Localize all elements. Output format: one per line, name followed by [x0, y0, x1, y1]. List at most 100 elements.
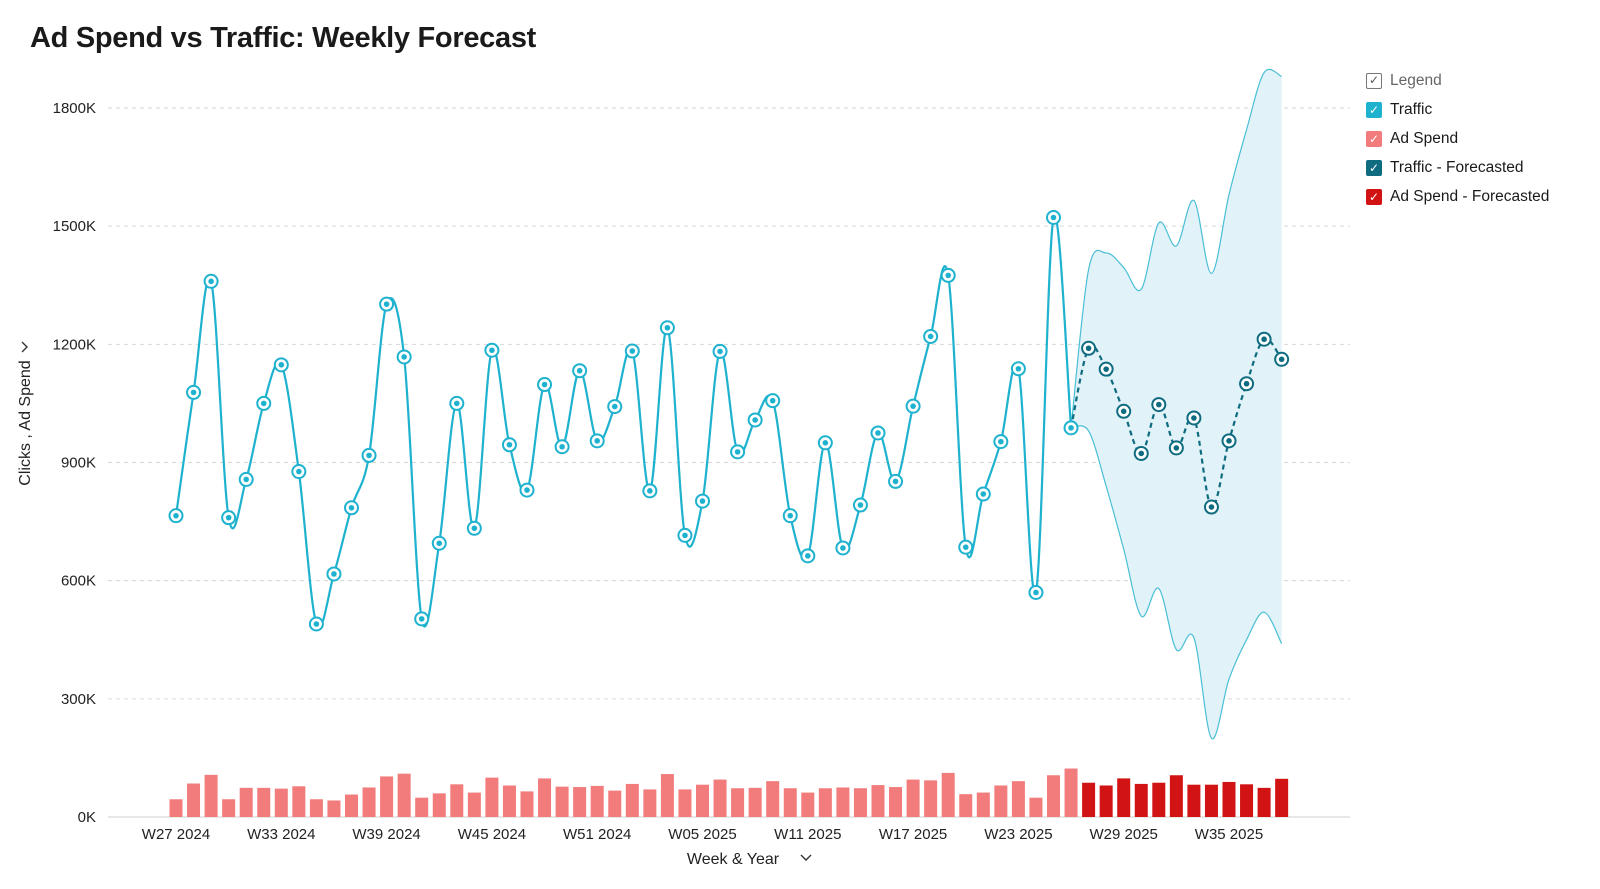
ad-spend-bar	[257, 787, 271, 817]
checkbox-icon[interactable]: ✓	[1366, 159, 1382, 176]
traffic-forecast-point-dot	[1103, 366, 1109, 372]
checkbox-icon[interactable]: ✓	[1366, 188, 1382, 205]
traffic-point-dot	[664, 324, 671, 331]
ad-spend-bar	[853, 788, 867, 817]
traffic-point-dot	[1050, 214, 1057, 221]
ad-spend-bar	[362, 787, 376, 817]
traffic-point-dot	[559, 443, 565, 450]
ad-spend-bar	[871, 785, 885, 817]
y-tick-label: 300K	[61, 691, 96, 708]
x-axis-title-chevron-icon[interactable]	[800, 854, 812, 861]
ad-spend-bar	[1064, 768, 1078, 817]
x-tick-label: W51 2024	[563, 826, 631, 843]
y-axis-title-chevron-icon[interactable]	[21, 341, 28, 353]
ad-spend-bar	[292, 786, 306, 817]
ad-spend-bar	[169, 799, 183, 817]
ad-spend-bar	[941, 772, 955, 817]
ad-spend-bar	[555, 786, 569, 817]
traffic-point-dot	[629, 348, 636, 354]
traffic-point-dot	[857, 502, 864, 508]
traffic-point-dot	[875, 430, 881, 436]
traffic-point-dot	[225, 514, 232, 521]
ad-spend-bar	[801, 792, 815, 817]
traffic-point-dot	[454, 400, 460, 407]
ad-spend-bar	[204, 774, 218, 817]
ad-spend-bar	[345, 794, 358, 817]
ad-spend-bar	[924, 780, 938, 817]
traffic-point-dot	[927, 333, 934, 340]
checkbox-icon[interactable]: ✓	[1366, 130, 1382, 147]
traffic-point-dot	[699, 498, 706, 504]
y-tick-label: 900K	[61, 455, 96, 472]
ad-spend-forecast-bar	[1204, 784, 1218, 817]
checkbox-icon[interactable]: ✓	[1366, 101, 1382, 118]
traffic-point-dot	[717, 348, 723, 355]
ad-spend-bar	[959, 794, 973, 817]
legend-item-ad-spend-forecasted[interactable]: ✓ Ad Spend - Forecasted	[1366, 182, 1549, 211]
traffic-point-dot	[506, 441, 513, 448]
ad-spend-forecast-bar	[1082, 782, 1096, 817]
ad-spend-bar	[731, 788, 745, 817]
traffic-forecast-point-dot	[1278, 356, 1285, 363]
traffic-point-dot	[998, 438, 1004, 445]
traffic-point-dot	[278, 362, 285, 368]
traffic-point-dot	[980, 491, 987, 497]
ad-spend-bar	[1047, 775, 1060, 817]
ad-spend-forecast-bar	[1257, 787, 1271, 817]
y-axis-title[interactable]: Clicks , Ad Spend	[17, 360, 34, 485]
traffic-point-dot	[1068, 425, 1074, 431]
ad-spend-forecast-bar	[1117, 778, 1131, 817]
traffic-point-dot	[401, 354, 407, 360]
traffic-point-dot	[436, 540, 443, 547]
ad-spend-forecast-bar	[1275, 778, 1289, 817]
x-axis: W27 2024 W33 2024 W39 2024 W45 2024 W51 2024…	[142, 826, 1263, 843]
forecast-lower-bound	[1070, 425, 1283, 740]
ad-spend-bar	[502, 785, 516, 817]
chart-title: Ad Spend vs Traffic: Weekly Forecast	[30, 22, 537, 54]
y-axis: 0K 300K 600K 900K 1200K 1500K 1800K	[53, 100, 96, 826]
traffic-forecast-point-dot	[1261, 336, 1267, 343]
ad-spend-bar	[450, 784, 464, 817]
traffic-point-dot	[805, 553, 811, 559]
legend-item-traffic-forecasted[interactable]: ✓ Traffic - Forecasted	[1366, 153, 1549, 182]
traffic-point-dot	[769, 397, 776, 404]
traffic-point-dot	[471, 525, 478, 532]
traffic-point-dot	[822, 440, 829, 446]
traffic-point-dot	[296, 468, 302, 475]
traffic-point-dot	[576, 367, 583, 374]
x-tick-label: W33 2024	[247, 826, 315, 843]
forecast-confidence-area	[1071, 69, 1282, 739]
legend-toggle[interactable]: ✓ Legend	[1366, 66, 1549, 95]
ad-spend-bar	[590, 785, 604, 817]
traffic-point-dot	[260, 400, 267, 407]
traffic-point-dot	[787, 512, 794, 519]
legend-label: Traffic	[1390, 100, 1433, 118]
ad-spend-bar	[660, 774, 674, 817]
traffic-point-dot	[1015, 365, 1022, 372]
legend-item-ad-spend[interactable]: ✓ Ad Spend	[1366, 124, 1549, 153]
legend-label: Traffic - Forecasted	[1390, 158, 1524, 176]
ad-spend-forecast-bar	[1187, 784, 1201, 817]
traffic-points	[168, 210, 1290, 632]
traffic-point-dot	[647, 488, 653, 494]
traffic-forecast-point-dot	[1208, 504, 1215, 510]
ad-spend-bar	[643, 789, 657, 817]
x-axis-title[interactable]: Week & Year	[687, 851, 780, 868]
ad-spend-bar	[625, 783, 639, 817]
traffic-point-dot	[383, 301, 390, 307]
ad-spend-bar	[836, 787, 850, 817]
legend-checkbox-icon[interactable]: ✓	[1366, 72, 1382, 89]
ad-spend-bar	[187, 783, 201, 817]
traffic-point-dot	[962, 544, 969, 550]
legend-item-traffic[interactable]: ✓ Traffic	[1366, 95, 1549, 124]
legend-header-label: Legend	[1390, 71, 1442, 89]
traffic-point-dot	[1033, 589, 1039, 596]
traffic-point-dot	[734, 449, 741, 455]
ad-spend-bar	[748, 787, 762, 817]
traffic-forecast-point-dot	[1226, 438, 1232, 444]
traffic-point-dot	[173, 512, 179, 519]
traffic-point-dot	[945, 272, 951, 279]
legend-label: Ad Spend	[1390, 129, 1459, 147]
ad-spend-bar	[696, 784, 709, 817]
ad-spend-bar	[1011, 781, 1025, 817]
